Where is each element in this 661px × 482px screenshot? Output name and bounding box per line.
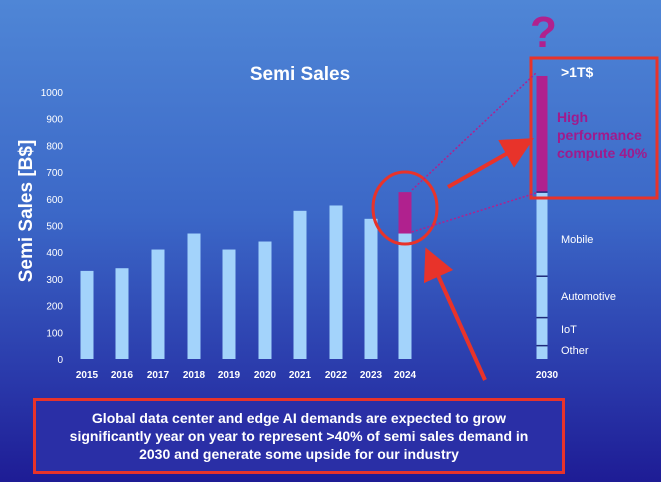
connector-bottom bbox=[411, 192, 537, 233]
hpc-share-label: High performance compute 40% bbox=[557, 108, 657, 162]
x-tick-label-2019: 2019 bbox=[218, 370, 241, 381]
segment-label-iot: IoT bbox=[561, 324, 577, 336]
x-tick-label-2020: 2020 bbox=[254, 370, 277, 381]
y-tick-label-600: 600 bbox=[46, 195, 63, 206]
segment-label-mobile: Mobile bbox=[561, 234, 594, 246]
bar-2019 bbox=[222, 249, 236, 359]
arrow-to-forecast bbox=[447, 138, 534, 189]
x-tick-label-2030: 2030 bbox=[536, 370, 559, 381]
forecast-segment-automotive bbox=[536, 276, 548, 318]
y-tick-label-1000: 1000 bbox=[41, 88, 64, 99]
x-tick-label-2018: 2018 bbox=[183, 370, 206, 381]
bar-2022 bbox=[329, 205, 343, 359]
x-tick-label-2023: 2023 bbox=[360, 370, 383, 381]
bar-2018 bbox=[187, 233, 201, 359]
forecast-segment-iot bbox=[536, 317, 548, 346]
segment-label-other: Other bbox=[561, 345, 589, 357]
forecast-total-label: >1T$ bbox=[561, 64, 594, 80]
y-tick-label-800: 800 bbox=[46, 141, 63, 152]
highlight-box-2030 bbox=[529, 56, 659, 200]
bar-2017 bbox=[151, 249, 165, 359]
bar-2015 bbox=[80, 270, 94, 359]
bar-2024 bbox=[398, 233, 412, 359]
x-tick-label-2017: 2017 bbox=[147, 370, 170, 381]
y-tick-label-400: 400 bbox=[46, 248, 63, 259]
callout-text: Global data center and edge AI demands a… bbox=[69, 410, 529, 462]
y-tick-label-500: 500 bbox=[46, 222, 63, 233]
y-tick-label-900: 900 bbox=[46, 115, 63, 126]
forecast-segment-high-performance-compute bbox=[536, 75, 548, 193]
highlight-circle-2024 bbox=[371, 170, 439, 246]
x-tick-label-2016: 2016 bbox=[111, 370, 134, 381]
y-tick-label-300: 300 bbox=[46, 275, 63, 286]
y-tick-label-200: 200 bbox=[46, 302, 63, 313]
chart-title: Semi Sales bbox=[249, 64, 351, 85]
bar-2016 bbox=[115, 268, 129, 359]
bar-2021 bbox=[293, 210, 307, 359]
question-mark: ? bbox=[530, 8, 557, 57]
y-tick-label-100: 100 bbox=[46, 328, 63, 339]
forecast-segment-mobile bbox=[536, 192, 548, 277]
arrow-to-2024 bbox=[423, 247, 487, 381]
hpc-share-text: High performance compute 40% bbox=[557, 109, 648, 161]
forecast-segment-other bbox=[536, 345, 548, 359]
callout-box: Global data center and edge AI demands a… bbox=[33, 398, 565, 474]
y-axis-label: Semi Sales [B$] bbox=[16, 139, 37, 283]
x-tick-label-2015: 2015 bbox=[76, 370, 99, 381]
segment-label-automotive: Automotive bbox=[561, 291, 617, 303]
y-tick-label-0: 0 bbox=[57, 355, 63, 366]
y-tick-label-700: 700 bbox=[46, 168, 63, 179]
x-tick-label-2022: 2022 bbox=[325, 370, 348, 381]
bar-2020 bbox=[258, 241, 272, 359]
bar-2023 bbox=[364, 218, 378, 359]
bar-2024-hpc-segment bbox=[398, 192, 412, 234]
connector-top bbox=[411, 72, 537, 191]
x-tick-label-2024: 2024 bbox=[394, 370, 417, 381]
x-tick-label-2021: 2021 bbox=[289, 370, 312, 381]
